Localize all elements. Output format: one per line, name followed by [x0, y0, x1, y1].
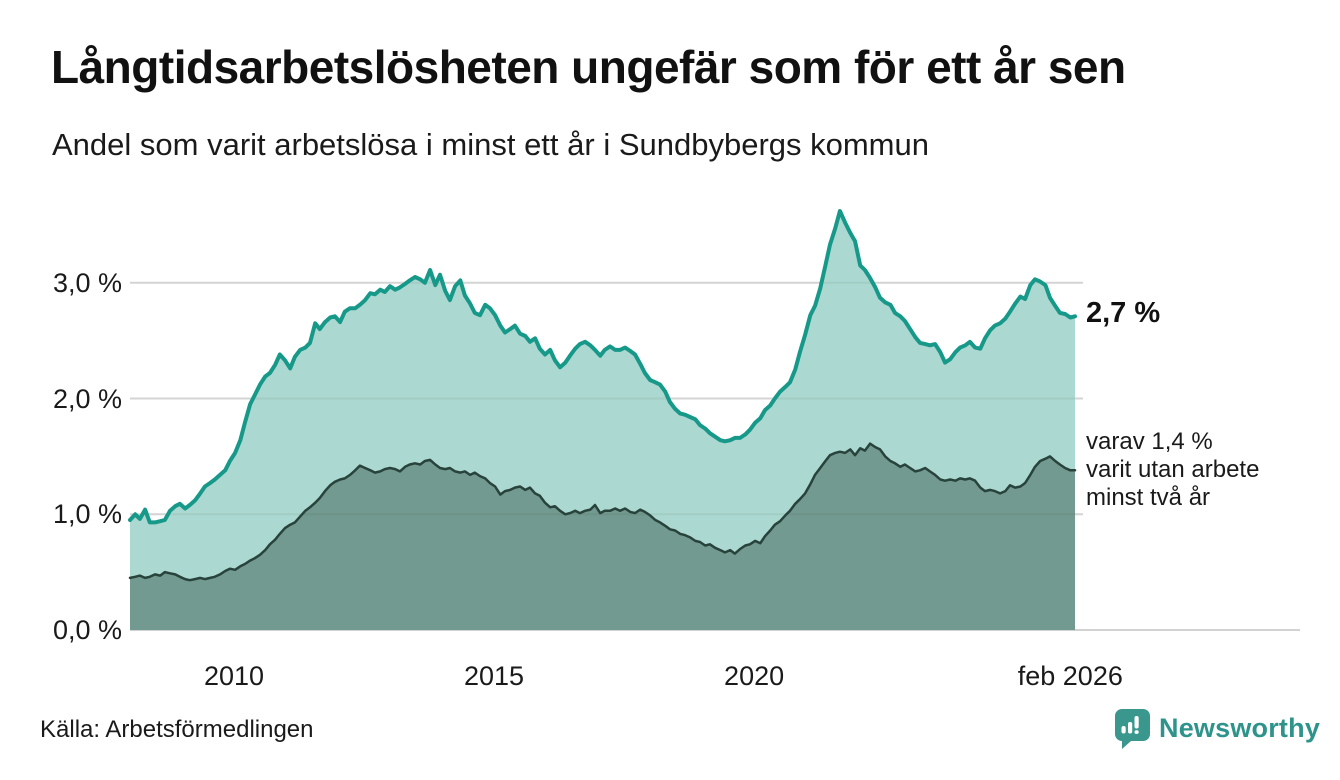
newsworthy-logo: Newsworthy — [1112, 708, 1320, 749]
chart-subtitle: Andel som varit arbetslösa i minst ett å… — [52, 127, 929, 162]
annotation-line: varit utan arbete — [1086, 456, 1260, 483]
series-line — [128, 442, 1077, 582]
x-axis-tick-label: 2015 — [464, 661, 525, 691]
y-axis-tick-label: 1,0 % — [52, 499, 122, 530]
latest-value-label: 2,7 % — [1086, 297, 1161, 329]
source-attribution: Källa: Arbetsförmedlingen — [40, 716, 314, 743]
newsworthy-logo-icon — [1115, 709, 1150, 749]
y-axis-tick-label: 0,0 % — [52, 615, 122, 645]
y-axis-tick-label: 3,0 % — [52, 267, 122, 298]
y-axis-tick-label: 2,0 % — [52, 383, 122, 414]
x-axis-tick-label: 2010 — [203, 661, 265, 691]
annotation-line: varav 1,4 % — [1086, 428, 1213, 455]
newsworthy-logo-text: Newsworthy — [1159, 713, 1321, 743]
annotation-line: minst två år — [1086, 484, 1211, 511]
x-axis-tick-label: 2020 — [724, 661, 785, 691]
series-line — [128, 209, 1077, 525]
series-area — [130, 443, 1075, 630]
secondary-series-annotation: varav 1,4 % varit utan arbete minst två … — [1086, 428, 1259, 512]
page-title: Långtidsarbetslösheten ungefär som för e… — [51, 41, 1126, 93]
x-axis-tick-label: feb 2026 — [1017, 661, 1123, 691]
